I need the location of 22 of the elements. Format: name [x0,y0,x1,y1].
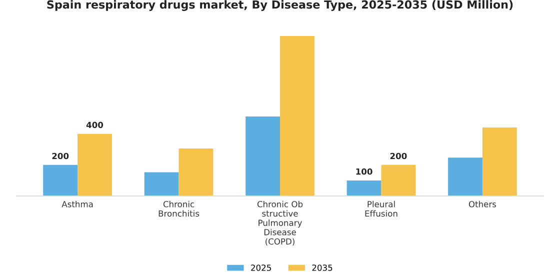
chart-title: Spain respiratory drugs market, By Disease Type, 2025-2035 (USD Million) [47,0,513,11]
bar [346,180,382,196]
legend-label: 2035 [312,264,332,271]
bar [448,158,482,196]
bar [43,164,78,196]
bar [246,116,280,196]
bar [178,148,214,196]
x-tick-label: Chronic Ob structive Pulmonary Disease (COPD) [257,200,303,246]
legend-label: 2025 [251,264,271,271]
bar [381,164,416,196]
data-label: 200 [52,152,69,160]
data-label: 200 [390,152,407,160]
bar [78,134,112,196]
bar [144,172,179,196]
x-tick-label: Asthma [62,200,93,208]
data-label: 400 [86,122,104,128]
x-tick-label: Others [468,200,496,208]
bar [280,36,314,196]
data-label: 100 [356,168,372,175]
x-tick-label: Chronic Bronchitis [158,200,200,217]
x-tick-label: Pleural Effusion [365,200,398,217]
bar [482,127,517,196]
